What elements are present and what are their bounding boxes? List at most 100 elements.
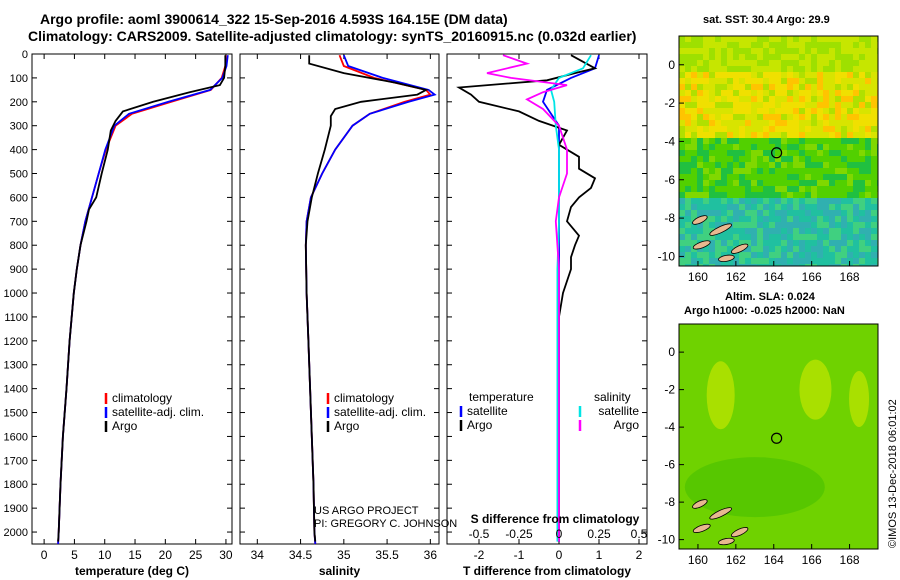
lon-tick-label: 164	[764, 270, 784, 284]
sla-blob	[799, 359, 832, 420]
legend-label: Argo	[334, 419, 360, 433]
x-tick-label: 2	[636, 548, 643, 562]
s-diff-axis-label: S difference from climatology	[471, 512, 640, 526]
s-diff-tick-label: -0.5	[469, 527, 490, 541]
credit-line2: PI: GREGORY C. JOHNSON	[314, 518, 458, 530]
x-tick-label: 35.5	[375, 548, 399, 562]
depth-tick-label: 0	[22, 49, 28, 61]
x-axis-label: T difference from climatology	[463, 564, 631, 578]
x-tick-label: 36	[424, 548, 438, 562]
lon-tick-label: 160	[688, 270, 708, 284]
sla-blob	[849, 371, 870, 427]
map-field	[679, 36, 878, 266]
lon-tick-label: 160	[688, 553, 708, 567]
credit-line1: US ARGO PROJECT	[314, 505, 419, 517]
x-tick-label: 30	[219, 548, 233, 562]
float-position-marker	[771, 432, 783, 444]
depth-tick-label: 500	[10, 169, 28, 181]
depth-tick-label: 1100	[4, 312, 28, 324]
x-axis-label: temperature (deg C)	[75, 564, 189, 578]
s-diff-tick-label: 0	[556, 527, 563, 541]
depth-tick-label: 1900	[4, 503, 28, 515]
x-tick-label: 0	[556, 548, 563, 562]
lon-tick-label: 164	[764, 553, 784, 567]
x-tick-label: 15	[128, 548, 142, 562]
legend-heading: salinity	[594, 390, 631, 404]
difference-panel: -2 -1 0 1 2 T difference from climatology S di…	[446, 53, 648, 578]
map-frame	[678, 35, 879, 267]
x-tick-label: -1	[514, 548, 525, 562]
x-tick-label: 34.5	[289, 548, 313, 562]
plot-frame	[31, 53, 233, 545]
plot-frame	[239, 53, 440, 545]
lat-tick-label: -2	[664, 383, 675, 397]
lon-tick-label: 168	[840, 553, 860, 567]
chart-title-line2: Climatology: CARS2009. Satellite-adjuste…	[28, 28, 637, 44]
lat-tick-label: -4	[664, 420, 675, 434]
plot-frame	[446, 53, 648, 545]
depth-tick-label: 1800	[4, 479, 28, 491]
lat-tick-label: 0	[668, 345, 675, 359]
sst-map-title: sat. SST: 30.4 Argo: 29.9	[703, 14, 830, 26]
depth-tick-label: 1700	[4, 455, 28, 467]
legend-label: climatology	[112, 391, 172, 405]
lat-tick-label: -4	[664, 134, 675, 148]
x-tick-label: 0	[41, 548, 48, 562]
lat-tick-label: -6	[664, 458, 675, 472]
lon-tick-label: 166	[802, 553, 822, 567]
x-tick-label: 20	[159, 548, 173, 562]
legend-label: satellite-adj. clim.	[112, 405, 204, 419]
legend-label: Argo	[467, 418, 493, 432]
legend-label: climatology	[334, 391, 394, 405]
island	[709, 507, 733, 520]
depth-tick-label: 600	[10, 192, 28, 204]
depth-tick-label: 400	[10, 145, 28, 157]
depth-tick-label: 1600	[4, 431, 28, 443]
lat-tick-label: -10	[658, 249, 676, 263]
depth-tick-label: 900	[10, 264, 28, 276]
imos-stamp: ©IMOS 13-Dec-2018 06:01:02	[887, 399, 899, 548]
sst-map: 160 162 164 166 168 0 -2 -4 -6 -8 -10	[658, 35, 879, 284]
lat-tick-label: 0	[668, 58, 675, 72]
depth-tick-label: 1300	[4, 360, 28, 372]
chart-title-line1: Argo profile: aoml 3900614_322 15-Sep-20…	[40, 11, 508, 27]
legend-label: satellite-adj. clim.	[334, 405, 426, 419]
island	[730, 527, 749, 538]
legend-heading: temperature	[469, 390, 534, 404]
depth-tick-label: 1500	[4, 408, 28, 420]
x-tick-label: 1	[596, 548, 603, 562]
x-tick-label: 10	[98, 548, 112, 562]
x-tick-label: 35	[337, 548, 351, 562]
depth-tick-label: 1000	[4, 288, 28, 300]
island	[692, 215, 708, 225]
sla-blob	[706, 361, 735, 430]
legend-label: Argo	[614, 418, 640, 432]
depth-tick-label: 100	[10, 73, 28, 85]
lat-tick-label: -2	[664, 96, 675, 110]
island	[692, 240, 711, 250]
lat-tick-label: -6	[664, 173, 675, 187]
depth-tick-label: 1400	[4, 384, 28, 396]
depth-tick-label: 1200	[4, 336, 28, 348]
x-tick-label: 5	[71, 548, 78, 562]
temperature-panel: 0 5 10 15 20 25 30 temperature (deg C)	[31, 53, 233, 578]
series-line-satellite	[550, 54, 592, 542]
depth-tick-label: 700	[10, 216, 28, 228]
legend-label: satellite	[598, 404, 639, 418]
lat-tick-label: -10	[658, 533, 676, 547]
depth-tick-label: 800	[10, 240, 28, 252]
s-diff-tick-label: 0.25	[587, 527, 611, 541]
s-diff-tick-label: 0.5	[631, 527, 648, 541]
island	[718, 254, 735, 262]
float-position-marker	[771, 147, 783, 159]
lon-tick-label: 162	[726, 270, 746, 284]
x-tick-label: -2	[474, 548, 485, 562]
s-diff-tick-label: -0.25	[505, 527, 533, 541]
depth-tick-label: 300	[10, 121, 28, 133]
sla-blob	[684, 457, 825, 518]
x-tick-label: 34	[251, 548, 265, 562]
map-frame	[678, 323, 879, 550]
island	[718, 537, 735, 546]
